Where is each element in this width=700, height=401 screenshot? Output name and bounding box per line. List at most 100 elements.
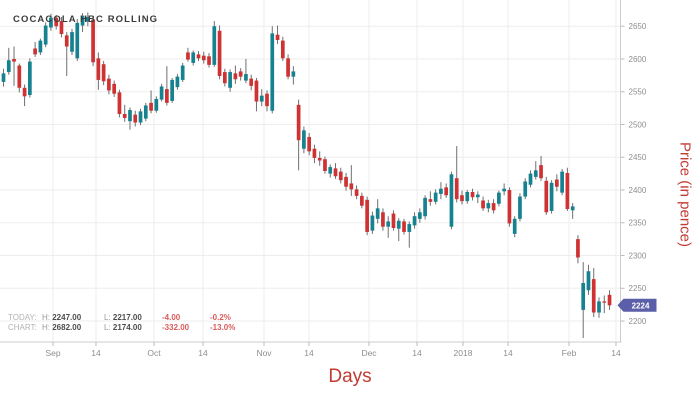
candlestick[interactable]: [128, 107, 132, 130]
candlestick[interactable]: [122, 104, 127, 122]
candlestick[interactable]: [275, 25, 280, 44]
candlestick[interactable]: [96, 52, 101, 90]
candlestick[interactable]: [244, 58, 248, 84]
candlestick[interactable]: [597, 297, 601, 318]
candlestick[interactable]: [233, 65, 238, 84]
candlestick[interactable]: [254, 77, 259, 112]
candlestick[interactable]: [365, 196, 369, 236]
candlestick[interactable]: [54, 15, 59, 30]
candlestick[interactable]: [439, 182, 443, 200]
candlestick[interactable]: [117, 89, 122, 118]
candlestick[interactable]: [444, 183, 449, 198]
candlestick[interactable]: [565, 167, 570, 211]
candlestick[interactable]: [201, 51, 206, 64]
candlestick[interactable]: [143, 102, 148, 122]
candlestick[interactable]: [291, 66, 296, 85]
candlestick[interactable]: [75, 19, 80, 61]
candlestick[interactable]: [433, 189, 438, 205]
candlestick[interactable]: [607, 290, 612, 310]
candlestick[interactable]: [581, 262, 586, 339]
candlestick[interactable]: [591, 267, 596, 318]
candlestick[interactable]: [370, 211, 375, 234]
candlestick[interactable]: [518, 193, 522, 222]
candlestick[interactable]: [1, 68, 6, 87]
candlestick[interactable]: [91, 15, 95, 67]
candlestick[interactable]: [296, 99, 301, 171]
candlestick[interactable]: [22, 84, 27, 107]
candlestick[interactable]: [112, 80, 117, 97]
candlestick[interactable]: [12, 46, 16, 86]
candlestick[interactable]: [502, 183, 506, 196]
candlestick[interactable]: [486, 199, 491, 213]
candlestick[interactable]: [107, 74, 111, 95]
candlestick[interactable]: [360, 192, 364, 209]
candlestick[interactable]: [154, 96, 159, 113]
candlestick[interactable]: [417, 208, 422, 223]
candlestick[interactable]: [528, 170, 533, 188]
candlestick[interactable]: [549, 180, 554, 214]
candlestick[interactable]: [586, 264, 591, 295]
candlestick[interactable]: [133, 110, 138, 127]
candlestick[interactable]: [391, 210, 396, 231]
candlestick[interactable]: [465, 190, 470, 204]
candlestick[interactable]: [80, 13, 85, 33]
candlestick[interactable]: [412, 212, 417, 229]
candlestick[interactable]: [481, 196, 485, 211]
candlestick[interactable]: [470, 188, 475, 201]
candlestick[interactable]: [217, 25, 222, 80]
candlestick[interactable]: [338, 167, 343, 184]
candlestick[interactable]: [576, 235, 580, 264]
candlestick[interactable]: [6, 47, 11, 75]
candlestick[interactable]: [170, 77, 174, 103]
candlestick[interactable]: [312, 144, 317, 164]
candlestick[interactable]: [222, 68, 227, 87]
candlestick[interactable]: [70, 28, 74, 56]
candlestick[interactable]: [449, 171, 454, 230]
candlestick[interactable]: [407, 221, 412, 248]
candlestick[interactable]: [101, 60, 106, 86]
candlestick[interactable]: [259, 89, 264, 107]
candlestick[interactable]: [17, 63, 22, 93]
candlestick[interactable]: [491, 199, 496, 214]
candlestick[interactable]: [280, 36, 285, 61]
candlestick[interactable]: [428, 191, 433, 206]
candlestick[interactable]: [560, 169, 564, 196]
candlestick[interactable]: [344, 172, 348, 191]
candlestick[interactable]: [602, 295, 607, 314]
candlestick[interactable]: [238, 68, 243, 81]
candlestick[interactable]: [228, 69, 232, 92]
candlestick[interactable]: [265, 90, 269, 112]
candlestick[interactable]: [354, 185, 359, 200]
candlestick[interactable]: [138, 108, 143, 126]
candlestick[interactable]: [43, 22, 48, 48]
candlestick[interactable]: [33, 41, 37, 57]
candlestick[interactable]: [539, 155, 543, 181]
candlestick[interactable]: [212, 20, 217, 67]
candlestick[interactable]: [159, 83, 164, 102]
candlestick[interactable]: [38, 38, 43, 56]
candlestick[interactable]: [507, 187, 512, 227]
candlestick[interactable]: [175, 74, 180, 90]
candlestick[interactable]: [555, 174, 559, 192]
candlestick[interactable]: [475, 191, 480, 204]
candlestick[interactable]: [328, 164, 333, 178]
candlestick[interactable]: [180, 62, 185, 82]
candlestick[interactable]: [302, 126, 306, 154]
candlestick[interactable]: [196, 51, 201, 61]
candlestick[interactable]: [317, 151, 322, 166]
candlestick[interactable]: [512, 216, 517, 238]
candlestick[interactable]: [307, 133, 312, 156]
candlestick[interactable]: [59, 17, 64, 38]
candlestick[interactable]: [570, 203, 575, 219]
candlestick[interactable]: [533, 161, 538, 180]
candlestick[interactable]: [165, 66, 169, 106]
candlestick[interactable]: [454, 146, 459, 203]
candlestick[interactable]: [381, 208, 385, 231]
candlestick[interactable]: [64, 32, 69, 76]
candlestick[interactable]: [323, 156, 327, 174]
candlestick[interactable]: [349, 165, 354, 196]
candlestick[interactable]: [49, 13, 53, 31]
candlestick[interactable]: [286, 54, 290, 80]
candlestick[interactable]: [85, 12, 90, 27]
